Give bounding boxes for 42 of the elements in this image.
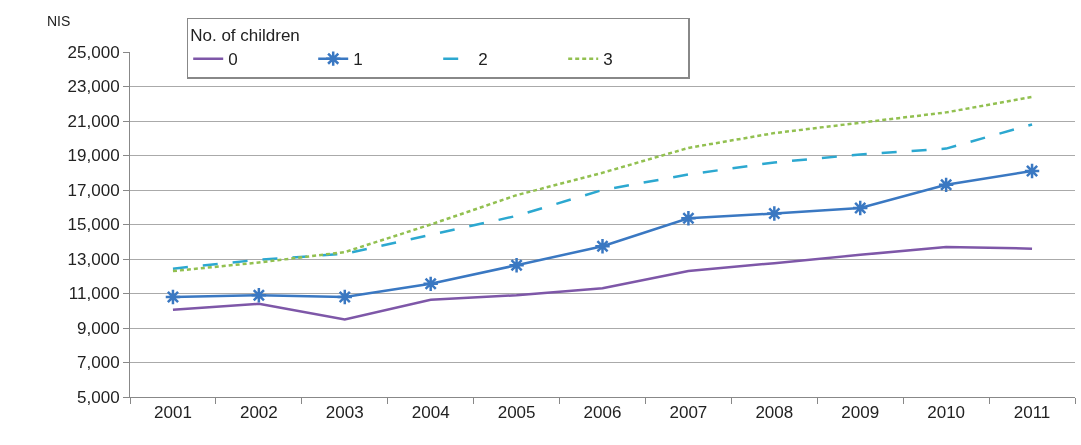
point [937,176,955,194]
y-tick-label: 21,000 [67,111,120,131]
x-tick-label: 2006 [583,403,622,423]
line-series [171,245,1034,321]
y-tick-label: 25,000 [67,42,120,62]
y-tick-label: 5,000 [77,387,120,407]
point [765,205,783,222]
point [336,288,354,306]
y-tick-label: 13,000 [67,249,120,269]
point [422,275,440,293]
x-tick-label: 2005 [497,403,536,423]
x-tick-label: 2010 [927,403,966,423]
y-tick-label: 17,000 [67,180,120,200]
x-tick-label: 2008 [755,403,794,423]
legend-label: 3 [603,50,613,70]
y-tick-label: 11,000 [68,284,120,304]
point [594,237,611,255]
y-tick-label: 19,000 [67,146,120,166]
y-tick-label: 23,000 [67,77,120,97]
x-tick-label: 2002 [239,403,278,423]
point [1023,162,1041,180]
legend-label: 1 [353,50,363,70]
legend-label: 2 [478,50,488,70]
x-tick-label: 2011 [1013,403,1051,423]
y-tick-label: 15,000 [67,215,120,235]
y-tick-label: 9,000 [77,318,120,338]
point [679,209,697,227]
legend-label: 0 [228,50,238,70]
x-tick-label: 2001 [154,403,192,423]
x-tick-label: 2009 [841,403,880,423]
y-axis-title: NIS [47,13,71,29]
line-series [171,123,1034,270]
x-tick-label: 2004 [411,403,450,423]
point [250,286,268,304]
point [508,256,526,274]
x-tick-label: 2003 [325,403,364,423]
legend-title: No. of children [190,26,300,46]
point [851,199,869,217]
x-tick-label: 2007 [669,403,708,423]
y-tick-label: 7,000 [77,353,120,373]
point [164,288,182,306]
line-series [171,95,1034,273]
